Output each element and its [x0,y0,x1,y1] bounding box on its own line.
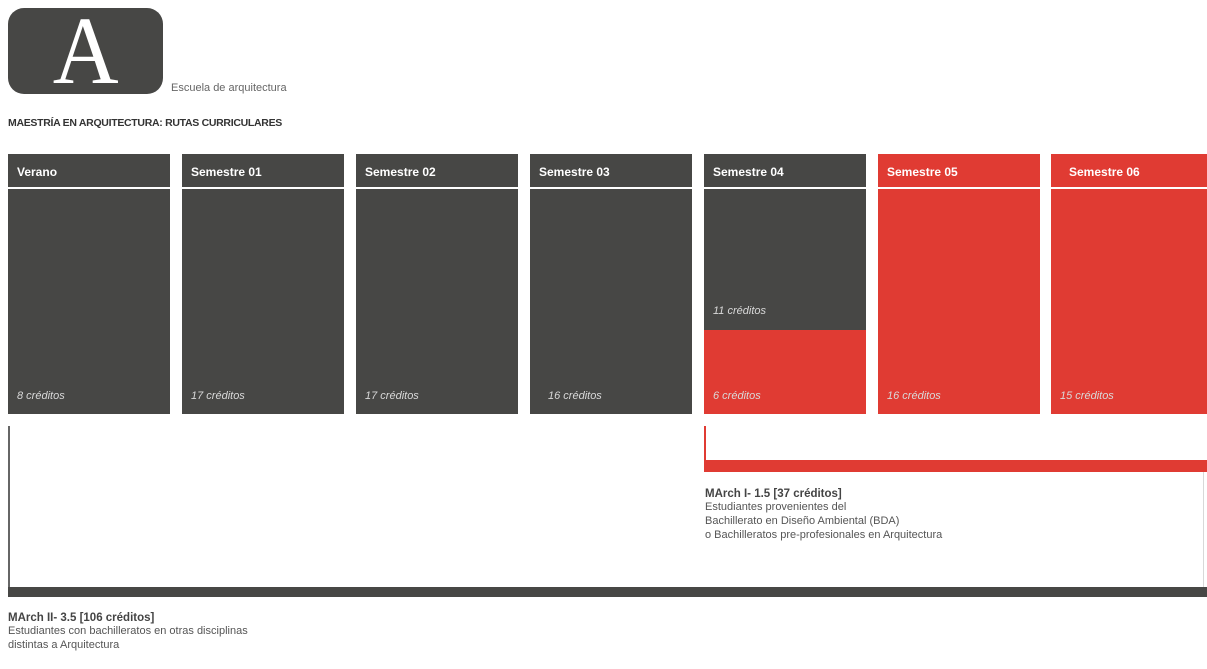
column-header: Semestre 06 [1051,154,1207,187]
column-divider [704,187,866,189]
route-title: MArch II- 3.5 [106 créditos] [8,612,155,624]
column-body: 17 créditos [182,189,344,414]
credits-label-top: 11 créditos [713,305,766,317]
column-divider [8,187,170,189]
column-body: 8 créditos [8,189,170,414]
route-description-line: Estudiantes provenientes del [705,501,847,513]
column-body: 15 créditos [1051,189,1207,414]
route-description-line: Bachillerato en Diseño Ambiental (BDA) [705,515,900,527]
column-header: Verano [8,154,170,187]
credits-label: 8 créditos [17,390,65,402]
column-verano: Verano 8 créditos [8,154,170,414]
column-body: 17 créditos [356,189,518,414]
column-body: 16 créditos [878,189,1040,414]
column-divider [878,187,1040,189]
column-semestre-01: Semestre 01 17 créditos [182,154,344,414]
credits-label: 16 créditos [548,390,602,402]
credits-label: 15 créditos [1060,390,1114,402]
column-header: Semestre 02 [356,154,518,187]
march2-bar [8,587,1207,597]
route-march2: MArch II- 3.5 [106 créditos] Estudiantes… [8,612,248,652]
credits-label: 17 créditos [191,390,245,402]
credits-label: 17 créditos [365,390,419,402]
route-description-line: distintas a Arquitectura [8,639,120,651]
column-divider [356,187,518,189]
column-semestre-05: Semestre 05 16 créditos [878,154,1040,414]
split-top-dark: 11 créditos [704,189,866,330]
route-title: MArch I- 1.5 [37 créditos] [705,488,842,500]
logo-caption: Escuela de arquitectura [171,82,287,94]
march1-bracket-left [704,426,706,466]
column-divider [182,187,344,189]
credits-label: 6 créditos [713,390,761,402]
column-divider [1051,187,1207,189]
route-march1: MArch I- 1.5 [37 créditos] Estudiantes p… [705,488,942,542]
march1-bar [704,460,1207,472]
column-header: Semestre 04 [704,154,866,187]
march2-bracket-left [8,426,10,591]
march1-bracket-right [1203,472,1204,587]
column-divider [530,187,692,189]
route-description-line: o Bachilleratos pre-profesionales en Arq… [705,529,943,541]
column-header: Semestre 01 [182,154,344,187]
page-subtitle: MAESTRÍA EN ARQUITECTURA: RUTAS CURRICUL… [8,117,282,129]
column-semestre-06: Semestre 06 15 créditos [1051,154,1207,414]
route-description-line: Estudiantes con bachilleratos en otras d… [8,625,248,637]
column-body: 11 créditos 6 créditos [704,189,866,414]
logo-letter: A [52,0,119,104]
column-header: Semestre 05 [878,154,1040,187]
column-semestre-04: Semestre 04 11 créditos 6 créditos [704,154,866,414]
column-semestre-03: Semestre 03 16 créditos [530,154,692,414]
column-body: 16 créditos [530,189,692,414]
school-logo: A [8,0,163,104]
column-semestre-02: Semestre 02 17 créditos [356,154,518,414]
credits-label: 16 créditos [887,390,941,402]
column-header: Semestre 03 [530,154,692,187]
split-bottom-red: 6 créditos [704,330,866,414]
